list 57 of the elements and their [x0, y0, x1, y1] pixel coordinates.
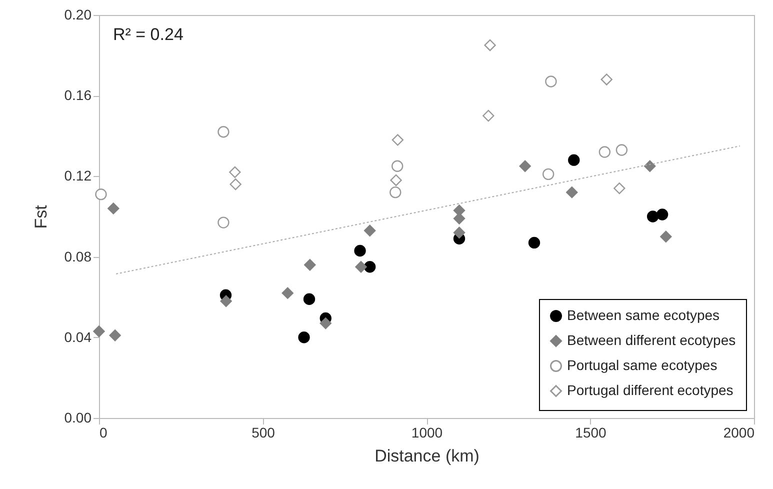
y-tick-label: 0.20: [64, 6, 92, 22]
legend-label: Portugal same ecotypes: [567, 357, 718, 373]
point: [646, 210, 659, 222]
point: [392, 160, 404, 172]
annotation: R² = 0.24: [113, 25, 184, 44]
point: [364, 224, 376, 236]
point: [566, 186, 578, 198]
point: [519, 160, 531, 172]
point: [568, 154, 580, 166]
point: [390, 186, 402, 198]
point: [392, 134, 404, 146]
x-tick-label: 1000: [411, 424, 443, 440]
point: [660, 230, 672, 242]
point: [542, 168, 554, 180]
point: [545, 76, 557, 88]
point: [600, 74, 612, 86]
point: [354, 244, 366, 257]
point: [220, 295, 232, 307]
point: [218, 216, 230, 228]
point: [230, 178, 242, 190]
point: [304, 259, 316, 271]
point: [320, 317, 332, 330]
point: [644, 160, 656, 172]
point: [598, 146, 611, 158]
x-tick-label: 2000: [723, 424, 755, 440]
point: [109, 330, 121, 342]
legend-label: Portugal different ecotypes: [567, 382, 734, 398]
point: [616, 144, 628, 156]
point: [614, 182, 626, 194]
point: [453, 226, 466, 238]
point: [108, 202, 120, 214]
point: [93, 326, 105, 338]
x-tick-label: 0: [100, 424, 108, 440]
y-tick-label: 0.12: [64, 168, 92, 184]
point: [282, 287, 294, 299]
y-tick-label: 0.16: [64, 87, 92, 104]
legend-label: Between same ecotypes: [567, 307, 720, 323]
point: [364, 261, 376, 273]
point: [528, 236, 540, 249]
y-tick-label: 0.08: [64, 248, 92, 264]
point: [355, 261, 367, 273]
point: [484, 39, 496, 52]
y-tick-label: 0.04: [64, 328, 92, 345]
point: [482, 110, 494, 122]
point: [298, 332, 310, 344]
legend-label: Between different ecotypes: [567, 332, 736, 348]
point: [95, 188, 107, 200]
x-axis-title: Distance (km): [374, 446, 480, 466]
point: [218, 126, 230, 138]
y-axis-title: Fst: [31, 204, 50, 229]
y-tick-label: 0.00: [64, 410, 92, 426]
point: [229, 166, 241, 178]
point: [390, 174, 402, 186]
x-tick-label: 500: [252, 424, 276, 440]
point: [656, 208, 668, 220]
x-tick-label: 1500: [575, 424, 607, 440]
point: [303, 293, 316, 305]
